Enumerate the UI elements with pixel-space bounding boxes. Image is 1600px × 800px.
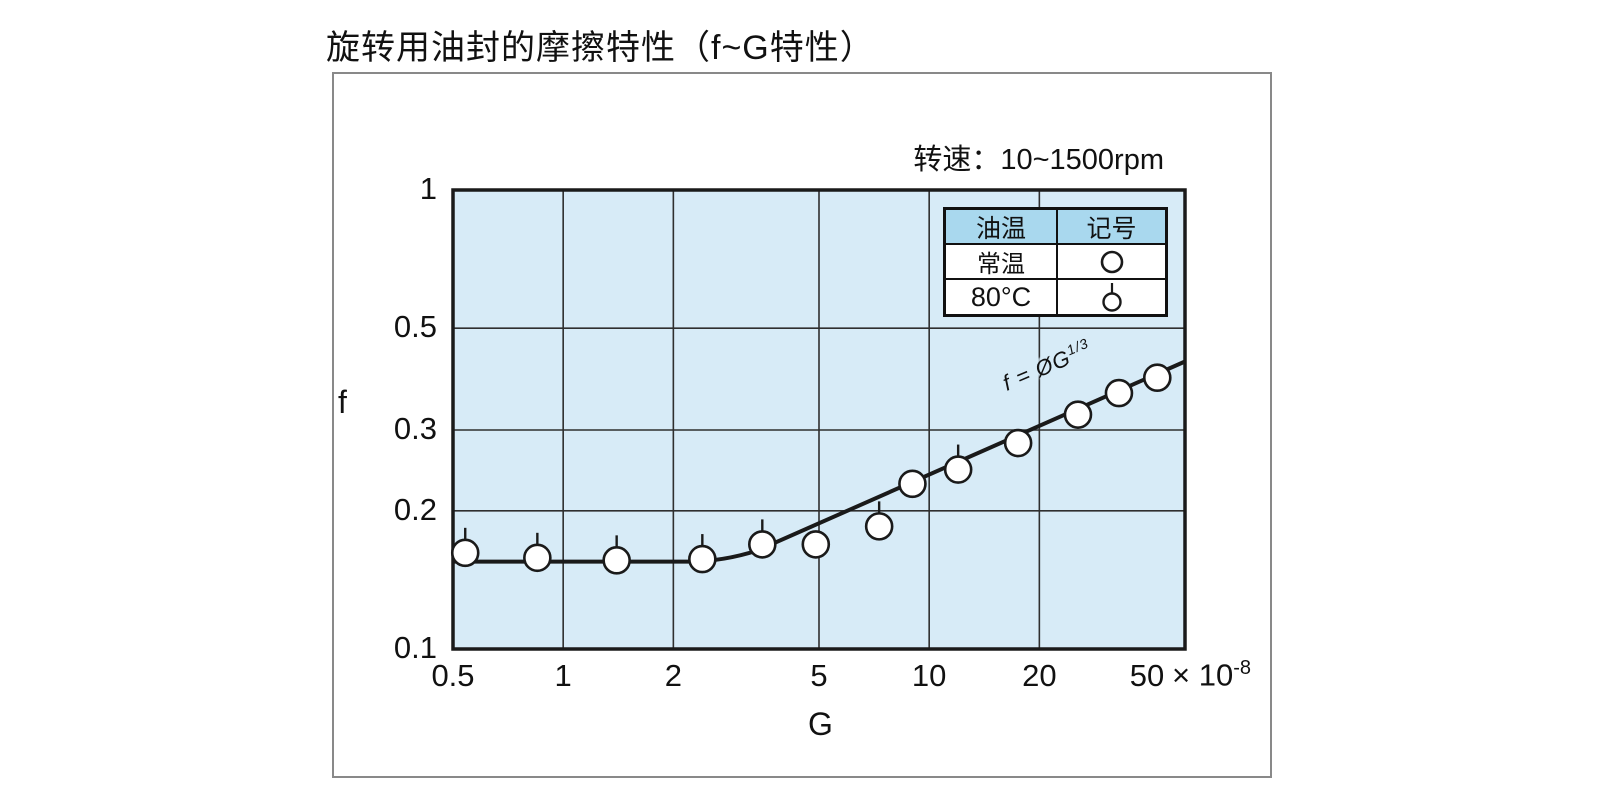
legend-header-symbol: 记号 bbox=[1058, 210, 1165, 245]
legend-row-80c-label: 80°C bbox=[946, 280, 1058, 314]
legend-row-room-temp-label: 常温 bbox=[946, 245, 1058, 280]
data-point-open-circle bbox=[801, 530, 831, 559]
plot-border bbox=[451, 188, 1187, 651]
data-point-open-circle-tick bbox=[748, 530, 777, 559]
data-point-open-circle bbox=[1003, 428, 1033, 458]
legend-header-oil-temp: 油温 bbox=[946, 210, 1058, 245]
data-point-open-circle-tick bbox=[523, 543, 552, 573]
data-point-open-circle bbox=[898, 469, 927, 499]
data-point-open-circle bbox=[1142, 363, 1172, 393]
y-axis-label: f bbox=[338, 384, 347, 420]
open-circle-icon bbox=[1100, 250, 1123, 273]
data-point-open-circle-tick bbox=[688, 544, 717, 574]
open-circle-tick-icon bbox=[1101, 283, 1122, 312]
multiplier-base: × 10 bbox=[1172, 657, 1234, 693]
data-point-open-circle-tick bbox=[864, 512, 894, 541]
data-point-open-circle bbox=[1063, 400, 1093, 429]
data-point-open-circle bbox=[1104, 378, 1134, 408]
speed-annotation: 转速：10~1500rpm bbox=[913, 144, 1164, 176]
data-point-open-circle-tick bbox=[450, 538, 480, 568]
legend-table: 油温 记号 常温 80°C bbox=[943, 207, 1168, 317]
data-point-open-circle-tick bbox=[943, 455, 973, 484]
legend-row-80c-symbol bbox=[1058, 280, 1165, 314]
multiplier-exponent: -8 bbox=[1233, 657, 1251, 679]
legend-row-room-temp-symbol bbox=[1058, 245, 1165, 280]
data-point-open-circle-tick bbox=[602, 546, 631, 575]
chart-title: 旋转用油封的摩擦特性（f~G特性） bbox=[326, 29, 875, 67]
x-axis-multiplier: × 10-8 bbox=[1172, 657, 1251, 693]
x-axis-label: G bbox=[808, 706, 833, 742]
